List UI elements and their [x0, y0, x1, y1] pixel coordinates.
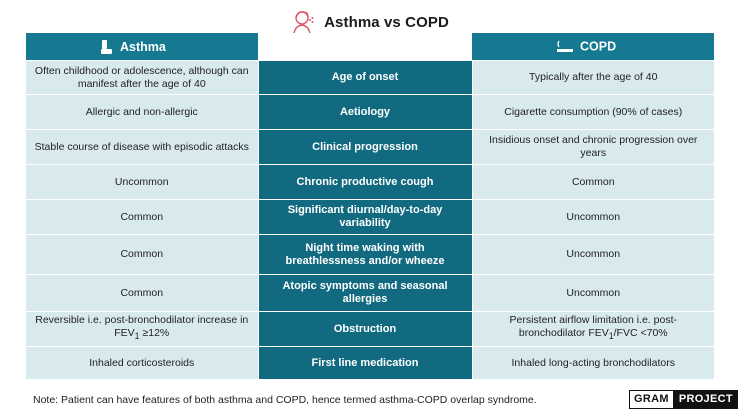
person-coughing-icon: [293, 11, 314, 35]
header-spacer: [258, 33, 472, 61]
copd-cell: Inhaled long-acting bronchodilators: [472, 346, 714, 380]
copd-cell: Uncommon: [472, 199, 714, 235]
table-row: Stable course of disease with episodic a…: [26, 129, 714, 165]
table-row: Common Night time waking with breathless…: [26, 234, 714, 275]
asthma-cell: Allergic and non-allergic: [26, 94, 258, 130]
asthma-cell: Reversible i.e. post-bronchodilator incr…: [26, 311, 258, 347]
copd-cell-text: Persistent airflow limitation i.e. post-…: [509, 314, 677, 340]
asthma-cell-text-end: ≥12%: [139, 327, 170, 340]
table-row: Reversible i.e. post-bronchodilator incr…: [26, 311, 714, 347]
asthma-cell: Common: [26, 199, 258, 235]
feature-cell: Atopic symptoms and seasonal allergies: [257, 274, 473, 312]
copd-cell-text-end: /FVC <70%: [613, 327, 668, 340]
asthma-header-label: Asthma: [120, 39, 166, 54]
comparison-table: Asthma COPD Often childhood or adolescen…: [26, 33, 714, 380]
copd-header: COPD: [472, 33, 714, 61]
table-row: Common Atopic symptoms and seasonal alle…: [26, 274, 714, 312]
feature-cell: Obstruction: [257, 311, 473, 347]
copd-cell: Typically after the age of 40: [472, 60, 714, 95]
footnote: Note: Patient can have features of both …: [33, 394, 537, 406]
feature-cell: First line medication: [257, 346, 473, 380]
title-bar: Asthma vs COPD: [0, 8, 739, 36]
copd-cell: Uncommon: [472, 274, 714, 312]
copd-cell: Cigarette consumption (90% of cases): [472, 94, 714, 130]
copd-header-label: COPD: [580, 39, 617, 54]
asthma-header: Asthma: [26, 33, 258, 61]
asthma-cell: Uncommon: [26, 164, 258, 200]
table-row: Allergic and non-allergic Aetiology Ciga…: [26, 94, 714, 130]
feature-cell: Clinical progression: [257, 129, 473, 165]
asthma-cell: Common: [26, 274, 258, 312]
copd-cell: Common: [472, 164, 714, 200]
asthma-cell-text: Reversible i.e. post-bronchodilator incr…: [35, 314, 249, 340]
table-row: Uncommon Chronic productive cough Common: [26, 164, 714, 200]
logo-part-1: GRAM: [629, 390, 674, 409]
feature-cell: Significant diurnal/day-to-day variabili…: [257, 199, 473, 235]
asthma-cell: Stable course of disease with episodic a…: [26, 129, 258, 165]
copd-cell: Insidious onset and chronic progression …: [472, 129, 714, 165]
feature-cell: Age of onset: [257, 60, 473, 95]
feature-cell: Aetiology: [257, 94, 473, 130]
copd-cell: Uncommon: [472, 234, 714, 275]
table-row: Inhaled corticosteroids First line medic…: [26, 346, 714, 380]
subscript: 1: [134, 331, 140, 342]
asthma-cell: Inhaled corticosteroids: [26, 346, 258, 380]
cigarette-icon: [557, 40, 573, 52]
gram-project-logo: GRAM PROJECT: [629, 390, 738, 409]
asthma-cell: Common: [26, 234, 258, 275]
subscript: 1: [608, 331, 614, 342]
table-row: Often childhood or adolescence, although…: [26, 60, 714, 95]
asthma-cell: Often childhood or adolescence, although…: [26, 60, 258, 95]
table-row: Common Significant diurnal/day-to-day va…: [26, 199, 714, 235]
feature-cell: Night time waking with breathlessness an…: [257, 234, 473, 275]
copd-cell: Persistent airflow limitation i.e. post-…: [472, 311, 714, 347]
page-title: Asthma vs COPD: [324, 13, 449, 31]
inhaler-icon: [101, 39, 112, 54]
logo-part-2: PROJECT: [673, 390, 738, 409]
feature-cell: Chronic productive cough: [257, 164, 473, 200]
